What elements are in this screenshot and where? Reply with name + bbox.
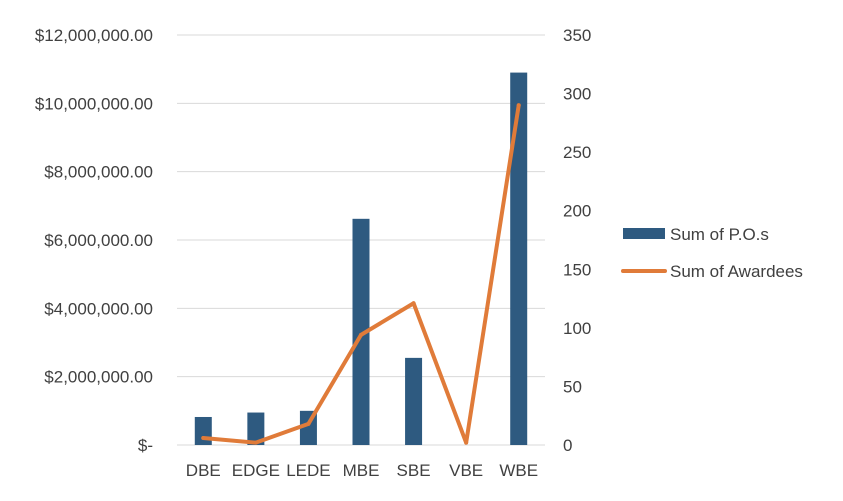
line-point (201, 435, 206, 440)
line-point (411, 301, 416, 306)
y-right-tick-label: 200 (563, 202, 591, 221)
x-tick-label: DBE (186, 461, 221, 480)
line-point (464, 440, 469, 445)
x-tick-label: EDGE (232, 461, 280, 480)
bar[interactable] (247, 412, 265, 445)
y-right-tick-label: 50 (563, 377, 582, 396)
y-right-tick-label: 350 (563, 26, 591, 45)
y-left-tick-label: $- (138, 436, 153, 455)
y-left-tick-label: $12,000,000.00 (35, 26, 153, 45)
line-point (359, 332, 363, 337)
x-tick-label: SBE (397, 461, 431, 480)
bar[interactable] (405, 357, 423, 445)
y-right-tick-label: 0 (563, 436, 572, 455)
y-right-tick-label: 300 (563, 85, 591, 104)
y-right-tick-label: 150 (563, 260, 591, 279)
y-left-tick-label: $10,000,000.00 (35, 94, 153, 113)
legend-label-po: Sum of P.O.s (670, 225, 769, 244)
legend-label-awardees: Sum of Awardees (670, 262, 803, 281)
line-point (516, 103, 521, 108)
bar[interactable] (194, 416, 212, 445)
y-right-tick-label: 250 (563, 143, 591, 162)
x-tick-label: WBE (499, 461, 538, 480)
bar[interactable] (352, 218, 370, 445)
y-left-tick-label: $4,000,000.00 (44, 299, 153, 318)
legend-swatch-po (623, 228, 665, 239)
line-point (306, 421, 311, 426)
y-left-tick-label: $2,000,000.00 (44, 368, 153, 387)
y-left-tick-label: $6,000,000.00 (44, 231, 153, 250)
x-tick-label: VBE (449, 461, 483, 480)
y-left-tick-label: $8,000,000.00 (44, 163, 153, 182)
y-right-tick-label: 100 (563, 319, 591, 338)
line-point (253, 440, 258, 445)
bar[interactable] (510, 72, 528, 445)
x-tick-label: MBE (343, 461, 380, 480)
x-tick-label: LEDE (286, 461, 330, 480)
